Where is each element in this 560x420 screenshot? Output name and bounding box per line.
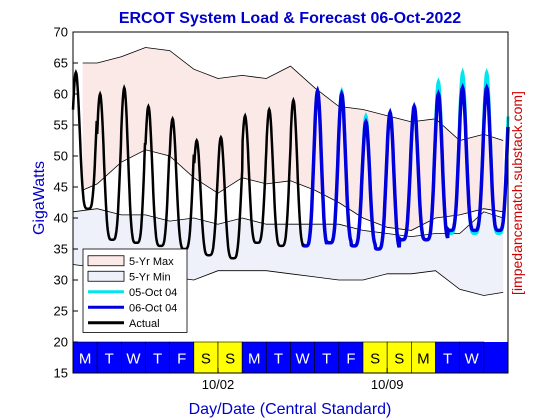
five-year-min-top-line bbox=[72, 208, 504, 238]
day-label: W bbox=[295, 351, 310, 368]
day-label: T bbox=[443, 351, 452, 368]
forecast-06-oct-line bbox=[301, 82, 510, 251]
y-tick-label: 25 bbox=[54, 304, 68, 319]
day-label: S bbox=[370, 351, 380, 368]
load-series bbox=[71, 67, 510, 260]
x-axis-label: Day/Date (Central Standard) bbox=[189, 401, 392, 418]
axes: 15 20 25 30 35 40 45 50 55 60 65 70 10/02 10/09 bbox=[54, 25, 509, 392]
day-label: S bbox=[394, 351, 404, 368]
day-label: M bbox=[248, 351, 261, 368]
legend: 5-Yr Max 5-Yr Min 05-Oct 04 06-Oct 04 Actual bbox=[82, 248, 188, 333]
day-cell bbox=[96, 341, 122, 374]
day-cell bbox=[217, 341, 243, 374]
day-label: T bbox=[322, 351, 331, 368]
legend-swatch bbox=[87, 255, 125, 267]
legend-label: 5-Yr Max bbox=[129, 256, 174, 268]
y-tick-label: 40 bbox=[54, 211, 68, 226]
y-tick-label: 65 bbox=[54, 56, 68, 71]
day-cell bbox=[266, 341, 291, 374]
day-label: S bbox=[225, 351, 235, 368]
day-label: W bbox=[465, 351, 480, 368]
legend-label: Actual bbox=[129, 318, 160, 330]
day-cell bbox=[435, 341, 460, 374]
day-cell bbox=[386, 341, 412, 374]
y-tick-label: 45 bbox=[54, 180, 68, 195]
y-axis-label: GigaWatts bbox=[31, 161, 48, 235]
y-tick-label: 15 bbox=[54, 366, 68, 381]
legend-label: 5-Yr Min bbox=[129, 271, 171, 283]
day-cell bbox=[362, 341, 388, 374]
day-label: F bbox=[177, 351, 186, 368]
y-tick-label: 20 bbox=[54, 335, 68, 350]
five-year-max-band bbox=[82, 47, 504, 231]
day-label: T bbox=[153, 351, 162, 368]
watermark-label: [impedancematch.substack.com] bbox=[509, 91, 525, 295]
y-tick-label: 35 bbox=[54, 242, 68, 257]
actual-load-line bbox=[71, 69, 305, 260]
y-tick-label: 60 bbox=[54, 87, 68, 102]
x-tick-label: 10/02 bbox=[202, 377, 235, 392]
legend-label: 06-Oct 04 bbox=[129, 302, 177, 314]
x-tick-label: 10/09 bbox=[371, 377, 404, 392]
y-tick-label: 30 bbox=[54, 273, 68, 288]
day-cell bbox=[121, 341, 146, 374]
plot-frame bbox=[72, 31, 509, 374]
legend-swatch bbox=[87, 270, 125, 282]
day-label: M bbox=[417, 351, 430, 368]
y-tick-label: 55 bbox=[54, 118, 68, 133]
legend-label: 05-Oct 04 bbox=[129, 287, 177, 299]
day-label: T bbox=[105, 351, 114, 368]
y-tick-label: 50 bbox=[54, 149, 68, 164]
day-label: W bbox=[126, 351, 141, 368]
day-label: S bbox=[201, 351, 211, 368]
day-label: M bbox=[79, 351, 92, 368]
day-cell bbox=[290, 341, 315, 374]
day-cell bbox=[169, 341, 195, 374]
day-cell bbox=[241, 341, 267, 374]
chart-title: ERCOT System Load & Forecast 06-Oct-2022 bbox=[119, 10, 461, 27]
day-label: F bbox=[346, 351, 355, 368]
day-label: T bbox=[274, 351, 283, 368]
y-tick-label: 70 bbox=[54, 25, 68, 40]
